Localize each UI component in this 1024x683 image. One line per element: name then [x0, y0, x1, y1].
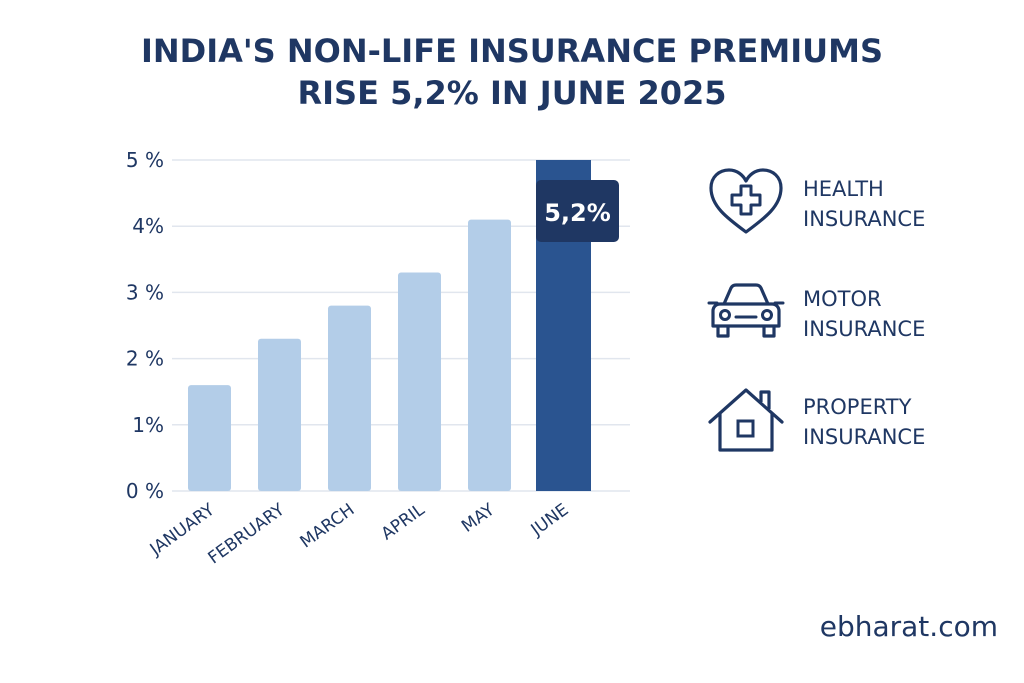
legend-label-health-line-1: HEALTH: [803, 177, 884, 201]
legend-item-motor: MOTOR INSURANCE: [705, 276, 1005, 346]
x-tick-label-march: MARCH: [297, 500, 359, 553]
y-tick-label-1: 1%: [132, 413, 164, 437]
legend-label-motor-line-1: MOTOR: [803, 287, 882, 311]
y-tick-label-4: 4%: [132, 214, 164, 238]
legend-label-health-line-2: INSURANCE: [803, 207, 926, 231]
highlight-value-badge: [536, 180, 619, 242]
y-tick-label-0: 0 %: [126, 479, 164, 503]
car-icon: [707, 283, 785, 338]
x-tick-label-may: MAY: [458, 500, 499, 537]
bar-may: [468, 219, 511, 491]
chart-title-line-1: INDIA'S NON-LIFE INSURANCE PREMIUMS: [140, 32, 884, 70]
legend-label-motor-line-2: INSURANCE: [803, 317, 926, 341]
legend-label-property: PROPERTY INSURANCE: [803, 392, 1003, 452]
legend-label-property-line-1: PROPERTY: [803, 395, 912, 419]
brand-name: ebharat.com: [819, 610, 998, 643]
house-icon: [708, 388, 784, 452]
legend-label-property-line-2: INSURANCE: [803, 425, 926, 449]
highlight-value-label: 5,2%: [544, 199, 611, 227]
chart-title-line-2: RISE 5,2% IN JUNE 2025: [297, 74, 727, 112]
chart-title: INDIA'S NON-LIFE INSURANCE PREMIUMS RISE…: [0, 30, 1024, 114]
bar-january: [188, 385, 231, 491]
bar-april: [398, 272, 441, 491]
x-tick-label-april: APRIL: [378, 500, 429, 545]
x-tick-label-february: FEBRUARY: [205, 500, 289, 569]
x-tick-label-june: JUNE: [527, 500, 573, 541]
bar-february: [258, 338, 301, 491]
bar-march: [328, 305, 371, 491]
y-tick-label-3: 3 %: [126, 280, 164, 304]
y-tick-label-5: 5 %: [126, 148, 164, 172]
legend-label-motor: MOTOR INSURANCE: [803, 284, 1003, 344]
legend-label-health: HEALTH INSURANCE: [803, 174, 1003, 234]
legend-item-health: HEALTH INSURANCE: [705, 166, 1005, 236]
legend-item-property: PROPERTY INSURANCE: [705, 384, 1005, 454]
y-tick-label-2: 2 %: [126, 347, 164, 371]
heart-plus-icon: [709, 168, 783, 234]
